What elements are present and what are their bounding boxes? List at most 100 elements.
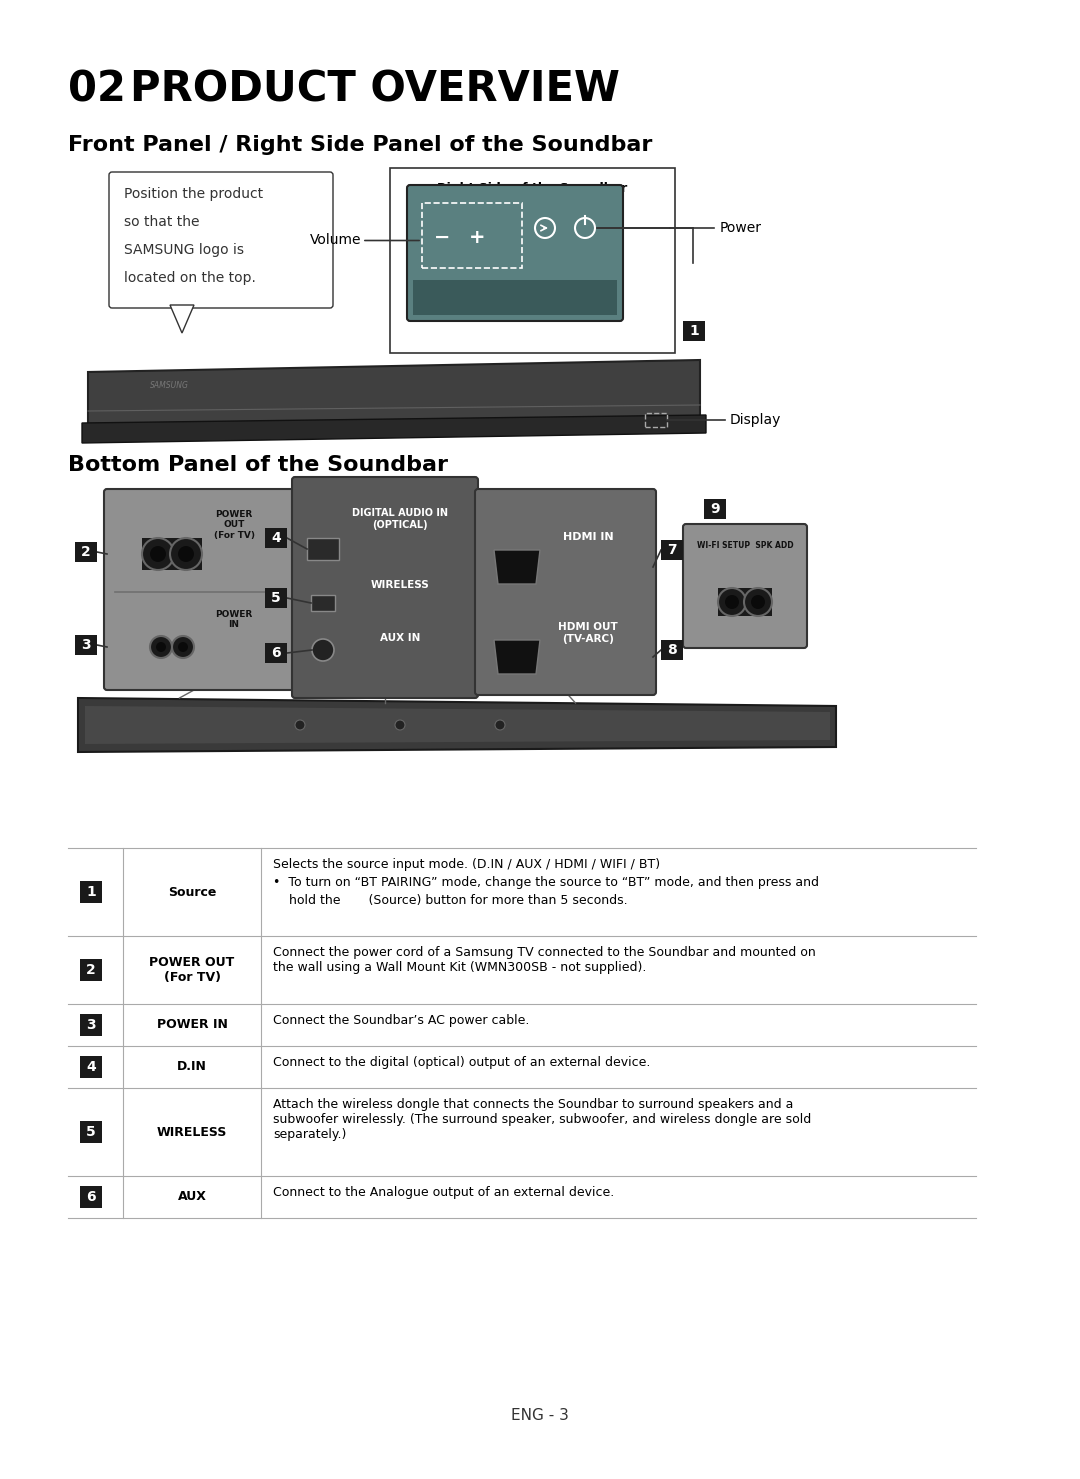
Circle shape bbox=[751, 595, 765, 609]
Text: AUX IN: AUX IN bbox=[380, 633, 420, 643]
Bar bbox=[75, 541, 97, 562]
Circle shape bbox=[150, 636, 172, 658]
Text: 02: 02 bbox=[68, 68, 126, 109]
Text: WIRELESS: WIRELESS bbox=[370, 580, 430, 590]
Bar bbox=[80, 1186, 102, 1208]
Text: •  To turn on “BT PAIRING” mode, change the source to “BT” mode, and then press : • To turn on “BT PAIRING” mode, change t… bbox=[273, 876, 819, 889]
Bar bbox=[307, 538, 339, 561]
Circle shape bbox=[172, 636, 194, 658]
Polygon shape bbox=[82, 416, 706, 444]
Text: hold the       (Source) button for more than 5 seconds.: hold the (Source) button for more than 5… bbox=[273, 893, 627, 907]
Bar bbox=[661, 640, 683, 660]
Bar bbox=[265, 528, 287, 549]
Text: PRODUCT OVERVIEW: PRODUCT OVERVIEW bbox=[130, 68, 620, 109]
Text: POWER OUT
(For TV): POWER OUT (For TV) bbox=[149, 955, 234, 984]
Text: 2: 2 bbox=[86, 963, 96, 978]
Circle shape bbox=[312, 639, 334, 661]
Text: Front Panel / Right Side Panel of the Soundbar: Front Panel / Right Side Panel of the So… bbox=[68, 135, 652, 155]
Circle shape bbox=[718, 589, 746, 615]
Bar bbox=[683, 321, 705, 342]
Text: 8: 8 bbox=[667, 643, 677, 657]
Text: 9: 9 bbox=[711, 501, 719, 516]
Circle shape bbox=[178, 642, 188, 652]
Circle shape bbox=[170, 538, 202, 569]
Text: located on the top.: located on the top. bbox=[124, 271, 256, 285]
Circle shape bbox=[725, 595, 739, 609]
Text: SAMSUNG logo is: SAMSUNG logo is bbox=[124, 243, 244, 257]
Text: 2: 2 bbox=[81, 544, 91, 559]
Text: Volume: Volume bbox=[310, 234, 362, 247]
Polygon shape bbox=[494, 550, 540, 584]
Text: Power: Power bbox=[720, 220, 762, 235]
Text: 5: 5 bbox=[271, 592, 281, 605]
Text: 1: 1 bbox=[86, 884, 96, 899]
Text: 3: 3 bbox=[86, 1018, 96, 1032]
Polygon shape bbox=[78, 698, 836, 751]
FancyBboxPatch shape bbox=[407, 185, 623, 321]
Text: Bottom Panel of the Soundbar: Bottom Panel of the Soundbar bbox=[68, 456, 448, 475]
Bar bbox=[265, 643, 287, 663]
Text: 4: 4 bbox=[86, 1060, 96, 1074]
FancyBboxPatch shape bbox=[292, 478, 478, 698]
Text: 4: 4 bbox=[271, 531, 281, 544]
Bar bbox=[80, 1015, 102, 1035]
Text: Connect the Soundbar’s AC power cable.: Connect the Soundbar’s AC power cable. bbox=[273, 1015, 529, 1026]
Text: 6: 6 bbox=[271, 646, 281, 660]
Text: D.IN: D.IN bbox=[177, 1060, 207, 1074]
Bar bbox=[311, 595, 335, 611]
Text: 6: 6 bbox=[86, 1191, 96, 1204]
Bar bbox=[80, 958, 102, 981]
Text: WIRELESS: WIRELESS bbox=[157, 1126, 227, 1139]
Bar bbox=[661, 540, 683, 561]
FancyBboxPatch shape bbox=[390, 169, 675, 353]
FancyBboxPatch shape bbox=[109, 172, 333, 308]
Polygon shape bbox=[87, 359, 700, 424]
Circle shape bbox=[156, 642, 166, 652]
Text: Connect the power cord of a Samsung TV connected to the Soundbar and mounted on
: Connect the power cord of a Samsung TV c… bbox=[273, 947, 815, 975]
Bar bbox=[704, 498, 726, 519]
Circle shape bbox=[495, 720, 505, 731]
Circle shape bbox=[141, 538, 174, 569]
Text: −: − bbox=[434, 228, 450, 247]
Text: 5: 5 bbox=[86, 1126, 96, 1139]
Text: HDMI OUT
(TV-ARC): HDMI OUT (TV-ARC) bbox=[558, 623, 618, 643]
Bar bbox=[80, 1121, 102, 1143]
Text: Display: Display bbox=[730, 413, 781, 427]
Text: DIGITAL AUDIO IN
(OPTICAL): DIGITAL AUDIO IN (OPTICAL) bbox=[352, 507, 448, 529]
Text: POWER
IN: POWER IN bbox=[215, 609, 253, 630]
Text: Position the product: Position the product bbox=[124, 186, 264, 201]
Bar bbox=[413, 280, 617, 315]
Text: SAMSUNG: SAMSUNG bbox=[150, 380, 189, 389]
Bar bbox=[422, 203, 522, 268]
Text: Selects the source input mode. (D.IN / AUX / HDMI / WIFI / BT): Selects the source input mode. (D.IN / A… bbox=[273, 858, 660, 871]
Bar bbox=[141, 538, 202, 569]
Bar bbox=[75, 634, 97, 655]
Text: ENG - 3: ENG - 3 bbox=[511, 1408, 569, 1423]
FancyBboxPatch shape bbox=[104, 490, 295, 691]
Bar bbox=[645, 413, 667, 427]
Text: POWER
OUT
(For TV): POWER OUT (For TV) bbox=[214, 510, 255, 540]
Bar bbox=[80, 881, 102, 904]
Text: AUX: AUX bbox=[177, 1191, 206, 1204]
Text: Attach the wireless dongle that connects the Soundbar to surround speakers and a: Attach the wireless dongle that connects… bbox=[273, 1097, 811, 1140]
Text: +: + bbox=[469, 228, 485, 247]
Text: HDMI IN: HDMI IN bbox=[563, 532, 613, 541]
Text: so that the: so that the bbox=[124, 214, 200, 229]
Text: 3: 3 bbox=[81, 637, 91, 652]
Bar bbox=[265, 589, 287, 608]
Text: Connect to the Analogue output of an external device.: Connect to the Analogue output of an ext… bbox=[273, 1186, 615, 1199]
FancyBboxPatch shape bbox=[475, 490, 656, 695]
Circle shape bbox=[178, 546, 194, 562]
Text: WI-FI SETUP  SPK ADD: WI-FI SETUP SPK ADD bbox=[697, 541, 794, 550]
Text: Source: Source bbox=[167, 886, 216, 899]
Polygon shape bbox=[494, 640, 540, 674]
Polygon shape bbox=[170, 305, 194, 333]
FancyBboxPatch shape bbox=[683, 524, 807, 648]
Circle shape bbox=[395, 720, 405, 731]
Text: Right Side of the Soundbar: Right Side of the Soundbar bbox=[437, 182, 627, 195]
Bar bbox=[80, 1056, 102, 1078]
Text: POWER IN: POWER IN bbox=[157, 1019, 228, 1031]
Circle shape bbox=[744, 589, 772, 615]
Circle shape bbox=[295, 720, 305, 731]
Bar bbox=[718, 589, 772, 615]
